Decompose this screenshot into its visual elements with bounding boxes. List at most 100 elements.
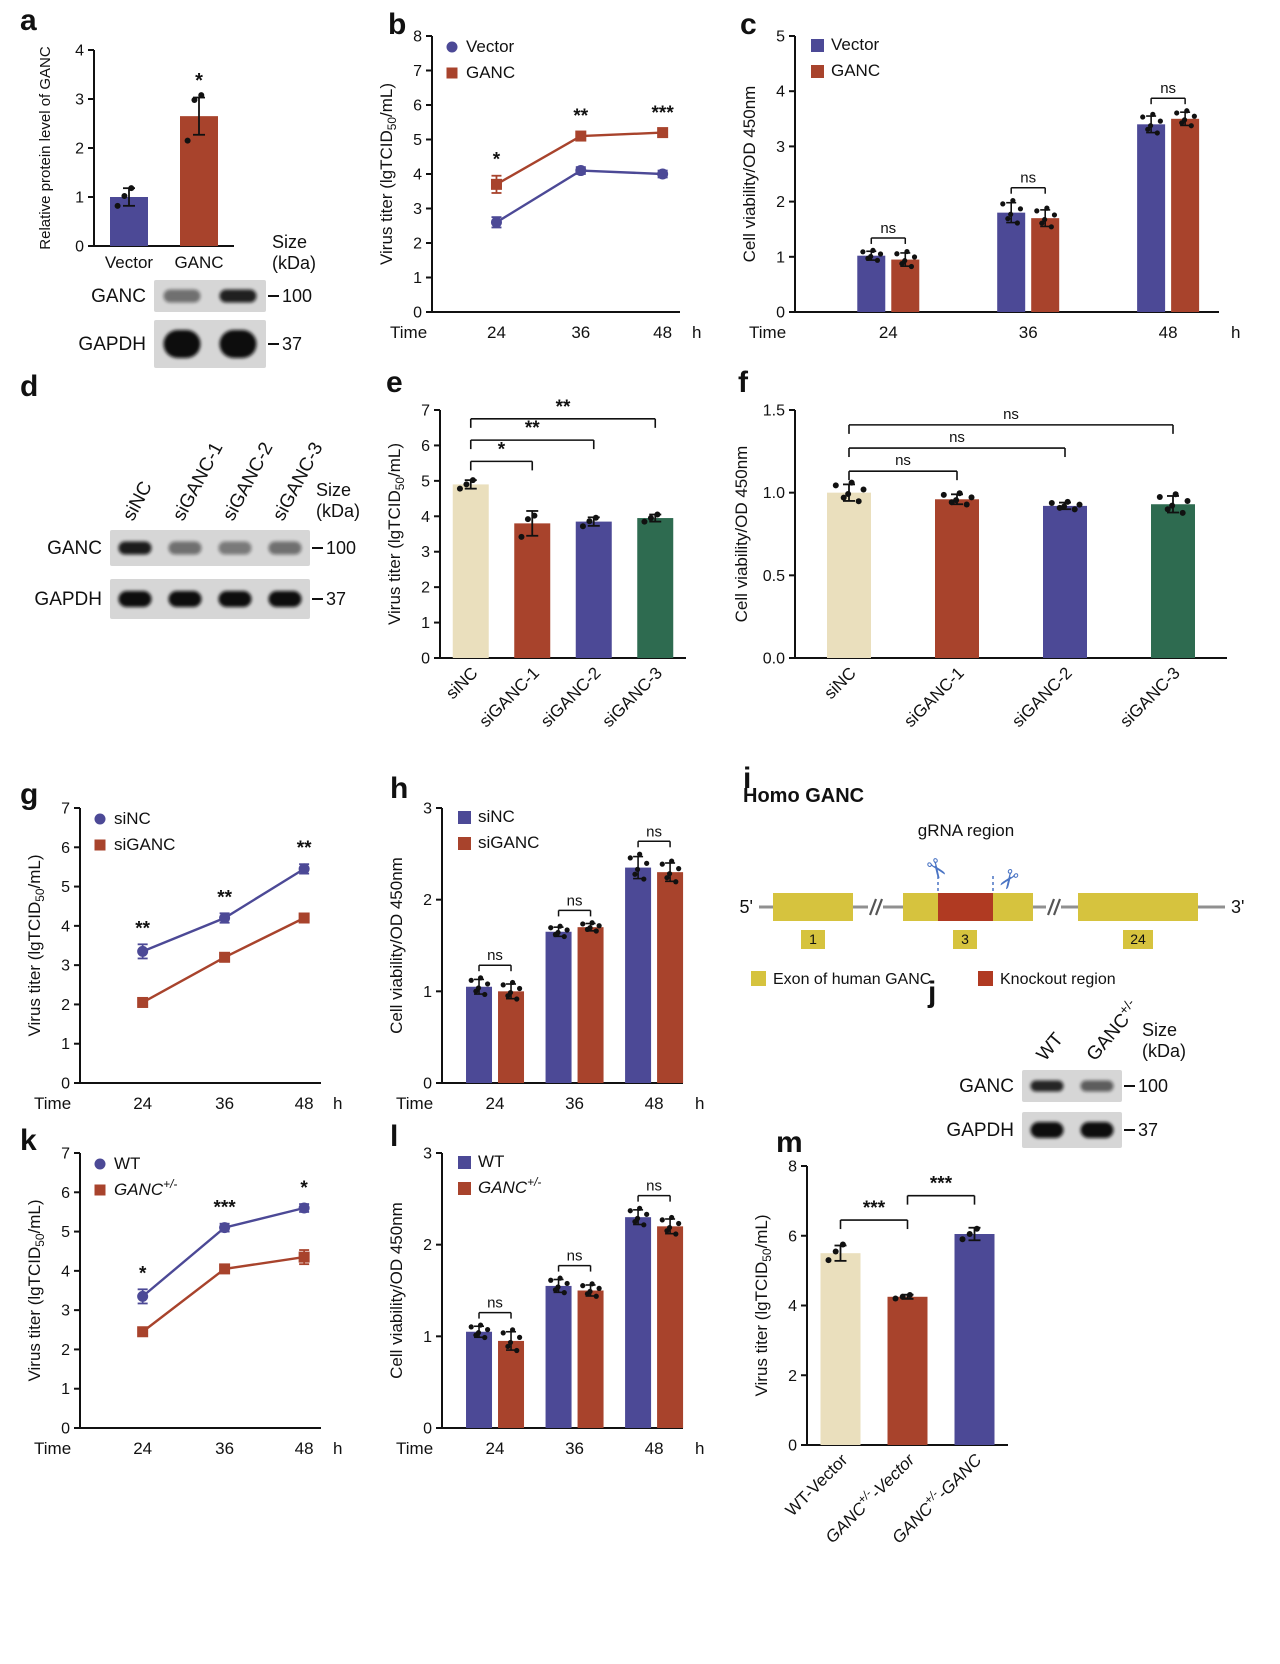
- scatter-dot: [114, 202, 121, 209]
- scatter-dot: [477, 1322, 484, 1328]
- data-point: [298, 863, 310, 875]
- x-tick-label: siGANC-1: [900, 663, 968, 731]
- bar: [1171, 118, 1200, 312]
- scatter-dot: [1156, 493, 1163, 500]
- scatter-dot: [1064, 498, 1071, 505]
- panel-label-a: a: [20, 4, 37, 37]
- x-tick-label: 24: [486, 1094, 505, 1113]
- scatter-dot: [908, 263, 915, 270]
- legend-label: Vector: [466, 37, 515, 56]
- scatter-dot: [531, 512, 538, 519]
- y-tick-label: 5: [776, 29, 785, 46]
- y-tick-label: 2: [61, 1342, 70, 1359]
- y-tick-label: 1.5: [763, 403, 785, 420]
- y-tick-label: 3: [61, 958, 70, 975]
- sig-label: ***: [214, 1198, 237, 1219]
- x-tick-label: 48: [295, 1439, 314, 1458]
- legend-marker: [446, 67, 458, 79]
- knockout-region: [938, 893, 993, 921]
- y-tick-label: 6: [61, 1185, 70, 1202]
- scatter-dot: [500, 982, 506, 988]
- scatter-dot: [1184, 108, 1190, 114]
- protein-band: [118, 541, 152, 555]
- grna-region-label: gRNA region: [918, 821, 1014, 840]
- size-label: (kDa): [316, 501, 360, 521]
- scatter-dot: [1154, 130, 1160, 136]
- scatter-dot: [659, 1217, 665, 1223]
- gene-diagram: Homo GANC gRNA region 5' 3' ✂ ✂ 1 3 24 Exon of hu…: [740, 785, 1245, 988]
- x-tick-label: 24: [486, 1439, 505, 1458]
- bar: [820, 1253, 861, 1445]
- scatter-dot: [1147, 123, 1154, 129]
- legend-marker: [458, 1156, 471, 1169]
- protein-band: [218, 591, 252, 607]
- scatter-dot: [198, 92, 205, 99]
- protein-band: [168, 541, 202, 555]
- sig-label: *: [498, 439, 506, 460]
- scatter-dot: [1145, 126, 1151, 132]
- scatter-dot: [564, 1280, 570, 1287]
- sig-label: ns: [895, 452, 911, 469]
- lane-label: GANC+/-: [1080, 996, 1144, 1066]
- y-axis-label: Virus titer (lgTCID50/mL): [25, 1200, 47, 1382]
- x-tick-label: 36: [571, 323, 590, 342]
- protein-band: [219, 289, 257, 303]
- scatter-dot: [627, 855, 633, 861]
- protein-band: [1080, 1122, 1114, 1138]
- scatter-dot: [666, 871, 673, 877]
- bar: [514, 523, 551, 658]
- scissors-icon: ✂: [990, 862, 1027, 897]
- y-tick-label: 2: [788, 1368, 797, 1385]
- scatter-dot: [874, 257, 881, 263]
- exon-number-tag: [953, 930, 977, 949]
- bar: [498, 1340, 525, 1428]
- x-tick-label: 36: [565, 1439, 584, 1458]
- sig-label: **: [297, 838, 312, 859]
- legend-label: siGANC: [478, 833, 539, 852]
- scatter-dot: [1164, 506, 1171, 513]
- scatter-dot: [1039, 220, 1045, 226]
- line-break: [1046, 898, 1056, 916]
- y-tick-label: 1: [423, 984, 432, 1001]
- x-tick-label: 36: [1019, 323, 1038, 342]
- lane-label: siNC: [119, 478, 157, 524]
- series-line: [495, 169, 663, 224]
- scatter-dot: [966, 1231, 973, 1238]
- x-tick-label: 24: [133, 1094, 152, 1113]
- x-tick-label: siGANC-3: [599, 663, 667, 731]
- scatter-dot: [956, 490, 963, 497]
- x-axis-suffix: h: [692, 323, 701, 342]
- panel-label-g: g: [20, 778, 39, 811]
- y-tick-label: 0: [776, 305, 785, 322]
- scatter-dot: [641, 1222, 647, 1228]
- scatter-dot: [485, 1327, 491, 1333]
- bar: [498, 991, 525, 1083]
- scatter-dot: [641, 518, 648, 525]
- y-axis-label: Cell viability/OD 450nm: [740, 86, 759, 263]
- y-tick-label: 0: [423, 1076, 432, 1093]
- scatter-dot: [959, 1236, 966, 1243]
- blot-box: [110, 530, 310, 566]
- sig-label: *: [493, 150, 501, 171]
- scatter-dot: [659, 861, 665, 867]
- exon-number: 3: [961, 931, 969, 947]
- x-axis-suffix: h: [695, 1439, 704, 1458]
- scatter-dot: [666, 1224, 673, 1231]
- bar: [827, 492, 871, 658]
- lane-label: siGANC-1: [169, 439, 228, 524]
- sig-label: ns: [567, 892, 583, 909]
- data-point: [657, 168, 669, 180]
- blot-d: siNC siGANC-1siGANC-2siGANC-3Size(kDa)GAN…: [34, 439, 360, 619]
- scatter-dot: [627, 1208, 633, 1214]
- y-tick-label: 1: [776, 249, 785, 266]
- scatter-dot: [548, 925, 554, 931]
- protein-band: [218, 541, 252, 555]
- bar: [1151, 504, 1195, 658]
- bar: [657, 1226, 684, 1428]
- legend-label: GANC+/-: [478, 1175, 541, 1197]
- y-axis-label: Virus titer (lgTCID50/mL): [752, 1215, 774, 1397]
- scatter-dot: [634, 1215, 641, 1221]
- scatter-dot: [877, 251, 884, 257]
